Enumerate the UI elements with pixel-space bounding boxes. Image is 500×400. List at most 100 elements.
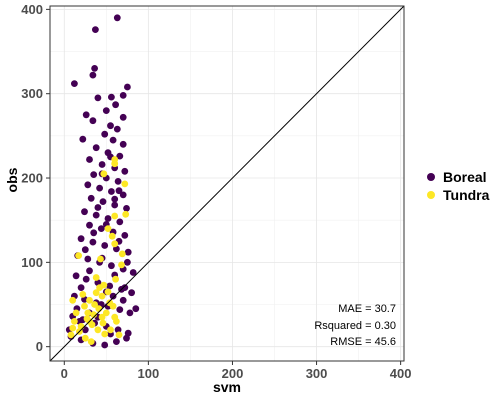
data-point-boreal: [116, 218, 124, 226]
legend-marker-boreal: [427, 173, 435, 181]
data-point-tundra: [118, 261, 125, 269]
data-point-tundra: [102, 309, 110, 317]
data-point-boreal: [84, 181, 92, 189]
x-tick-label: 100: [138, 366, 160, 381]
data-point-tundra: [100, 170, 108, 178]
plot-panel-border: [49, 5, 405, 362]
data-point-boreal: [124, 258, 131, 266]
data-point-boreal: [79, 135, 87, 143]
data-point-boreal: [129, 269, 137, 276]
data-point-tundra: [101, 330, 109, 338]
data-point-boreal: [109, 292, 117, 300]
data-point-boreal: [84, 255, 92, 263]
data-point-tundra: [122, 210, 130, 218]
data-point-tundra: [86, 296, 93, 304]
data-point-boreal: [86, 221, 93, 229]
data-point-boreal: [123, 205, 130, 212]
data-point-tundra: [69, 324, 77, 332]
data-point-tundra: [79, 291, 87, 298]
data-point-tundra: [109, 302, 117, 310]
data-point-boreal: [124, 248, 132, 256]
data-point-boreal: [90, 229, 98, 237]
data-point-boreal: [98, 161, 106, 168]
data-point-boreal: [101, 341, 109, 349]
data-point-boreal: [121, 232, 129, 239]
data-point-tundra: [92, 274, 100, 281]
x-tick-label: 400: [390, 366, 412, 381]
data-point-boreal: [94, 204, 102, 211]
data-point-tundra: [99, 319, 107, 327]
data-point-tundra: [84, 309, 92, 317]
data-point-boreal: [102, 107, 110, 114]
y-tick-label: 400: [21, 2, 43, 17]
gridlines: [50, 6, 404, 361]
x-axis-title: svm: [213, 379, 241, 395]
data-point-boreal: [108, 188, 115, 195]
data-point-tundra: [75, 252, 82, 259]
data-point-boreal: [77, 284, 85, 291]
data-point-tundra: [98, 292, 106, 300]
data-point-boreal: [89, 117, 97, 125]
data-point-tundra: [92, 289, 100, 297]
data-point-boreal: [126, 309, 134, 317]
data-point-boreal: [99, 198, 107, 206]
data-point-boreal: [119, 92, 127, 99]
data-point-tundra: [90, 311, 98, 318]
data-point-boreal: [87, 194, 95, 202]
data-point-boreal: [111, 195, 119, 203]
data-point-boreal: [91, 65, 98, 72]
data-point-boreal: [81, 208, 88, 216]
data-point-boreal: [92, 26, 99, 33]
y-tick-label: 100: [21, 255, 43, 270]
stat-rmse: RMSE = 45.6: [330, 336, 396, 348]
data-point-boreal: [112, 101, 119, 109]
data-point-boreal: [109, 136, 117, 144]
data-point-tundra: [104, 288, 112, 296]
data-point-tundra: [111, 313, 119, 321]
data-point-boreal: [119, 113, 127, 121]
y-axis-ticks: 0 100 200 300 400: [21, 2, 50, 354]
data-point-boreal: [113, 14, 121, 22]
data-point-boreal: [113, 125, 121, 133]
data-point-boreal: [101, 130, 109, 138]
data-point-tundra: [81, 334, 89, 342]
data-point-tundra: [111, 212, 119, 220]
data-point-boreal: [114, 178, 122, 185]
data-point-boreal: [113, 338, 120, 345]
x-tick-label: 0: [61, 366, 68, 381]
data-point-tundra: [69, 296, 77, 304]
data-point-boreal: [92, 144, 100, 152]
data-point-boreal: [90, 171, 98, 179]
data-point-boreal: [114, 326, 122, 334]
data-point-tundra: [94, 326, 102, 334]
data-point-boreal: [89, 71, 97, 79]
data-point-tundra: [118, 250, 126, 258]
data-point-boreal: [86, 267, 93, 275]
data-point-tundra: [87, 338, 95, 345]
data-point-boreal: [119, 191, 127, 199]
data-point-tundra: [71, 318, 78, 325]
legend-label-boreal: Boreal: [443, 169, 487, 185]
y-axis-title: obs: [4, 167, 20, 192]
data-point-tundra: [98, 313, 106, 321]
data-point-boreal: [121, 167, 129, 175]
y-tick-label: 300: [21, 86, 43, 101]
data-point-boreal: [121, 284, 129, 291]
data-point-boreal: [119, 140, 127, 148]
data-point-boreal: [86, 156, 93, 163]
data-point-boreal: [115, 187, 123, 195]
data-point-tundra: [111, 240, 119, 248]
series-boreal: [65, 14, 140, 349]
data-point-boreal: [116, 306, 124, 313]
data-point-tundra: [67, 331, 75, 339]
y-tick-label: 0: [36, 339, 43, 354]
data-point-boreal: [94, 94, 102, 102]
data-point-tundra: [107, 326, 114, 334]
data-point-boreal: [107, 122, 114, 130]
data-point-boreal: [132, 305, 140, 313]
data-point-boreal: [82, 111, 90, 119]
data-point-tundra: [112, 275, 119, 283]
data-point-tundra: [81, 302, 88, 310]
data-point-boreal: [111, 201, 119, 209]
